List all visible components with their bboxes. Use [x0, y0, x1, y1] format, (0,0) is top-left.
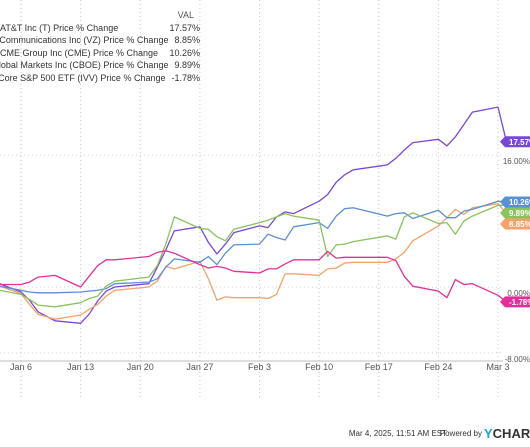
series-line: [0, 200, 508, 294]
legend-header: VAL: [0, 9, 200, 22]
end-value-flag: [500, 207, 530, 219]
legend-entry-value: 10.26%: [169, 47, 200, 58]
legend-entry-value: 9.89%: [174, 60, 200, 71]
chart-footer: Mar 4, 2025, 11:51 AM EST Powered by YCH…: [0, 426, 530, 442]
end-value-label: 9.89%: [509, 209, 530, 218]
powered-by-text: Powered by: [439, 429, 482, 438]
legend-entry-value: 8.85%: [174, 35, 200, 46]
end-value-label: 10.26%: [509, 198, 530, 207]
ycharts-logo-rest: CHARTS: [492, 426, 530, 441]
series-line: [0, 106, 508, 324]
y-tick-label: 0.00%: [507, 289, 530, 298]
y-tick-label: 16.00%: [503, 157, 530, 166]
legend-entry-value: 17.57%: [169, 22, 200, 33]
x-tick-label: Feb 24: [424, 362, 452, 372]
legend-entry-name: CME Group Inc (CME) Price % Change: [0, 47, 163, 60]
ycharts-logo-y: Y: [484, 426, 493, 441]
x-tick-label: Feb 10: [305, 362, 333, 372]
x-tick-label: Jan 27: [186, 362, 213, 372]
legend-entry[interactable]: CME Group Inc (CME) Price % Change 10.26%: [0, 47, 200, 60]
legend-entry-name: Verizon Communications Inc (VZ) Price % …: [0, 34, 168, 47]
end-value-flag: [500, 196, 530, 208]
legend-entry-name: iShares Core S&P 500 ETF (IVV) Price % C…: [0, 72, 165, 85]
legend-entry[interactable]: Cboe Global Markets Inc (CBOE) Price % C…: [0, 59, 200, 72]
legend-entry-label: iShares Core S&P 500 ETF (IVV) Price % C…: [0, 72, 166, 83]
end-value-flag: [500, 296, 530, 308]
legend-entry-label: AT&T Inc (T) Price % Change: [0, 22, 119, 33]
series-line: [0, 204, 508, 308]
legend-entry-label: CME Group Inc (CME) Price % Change: [0, 47, 159, 58]
ycharts-logo[interactable]: YCHARTS: [484, 426, 530, 441]
end-value-label: 17.57%: [509, 138, 530, 147]
x-tick-label: Jan 13: [67, 362, 94, 372]
x-tick-label: Feb 3: [248, 362, 271, 372]
x-tick-label: Feb 17: [365, 362, 393, 372]
end-value-label: -1.78%: [509, 298, 530, 307]
legend-entry[interactable]: Verizon Communications Inc (VZ) Price % …: [0, 34, 200, 47]
legend-entry[interactable]: AT&T Inc (T) Price % Change 17.57%: [0, 22, 200, 35]
y-tick-label: -8.00%: [505, 355, 530, 364]
x-tick-label: Mar 3: [486, 362, 509, 372]
x-tick-label: Jan 20: [127, 362, 154, 372]
x-tick-label: Jan 6: [10, 362, 32, 372]
legend-entry-name: AT&T Inc (T) Price % Change: [0, 22, 163, 35]
series-line: [0, 250, 508, 303]
end-value-label: 8.85%: [509, 220, 530, 229]
legend-entry[interactable]: iShares Core S&P 500 ETF (IVV) Price % C…: [0, 72, 200, 85]
legend-entry-label: Verizon Communications Inc (VZ) Price % …: [0, 35, 169, 46]
legend-entry-label: Cboe Global Markets Inc (CBOE) Price % C…: [0, 60, 169, 71]
legend-entry-name: Cboe Global Markets Inc (CBOE) Price % C…: [0, 59, 168, 72]
end-value-flag: [500, 136, 530, 148]
end-value-flag: [500, 218, 530, 230]
legend-entry-value: -1.78%: [171, 72, 200, 83]
series-line: [0, 203, 508, 320]
timestamp: Mar 4, 2025, 11:51 AM EST: [348, 429, 447, 438]
legend-header-val: VAL: [177, 10, 194, 20]
chart-legend: VAL AT&T Inc (T) Price % Change 17.57%Ver…: [0, 9, 200, 85]
